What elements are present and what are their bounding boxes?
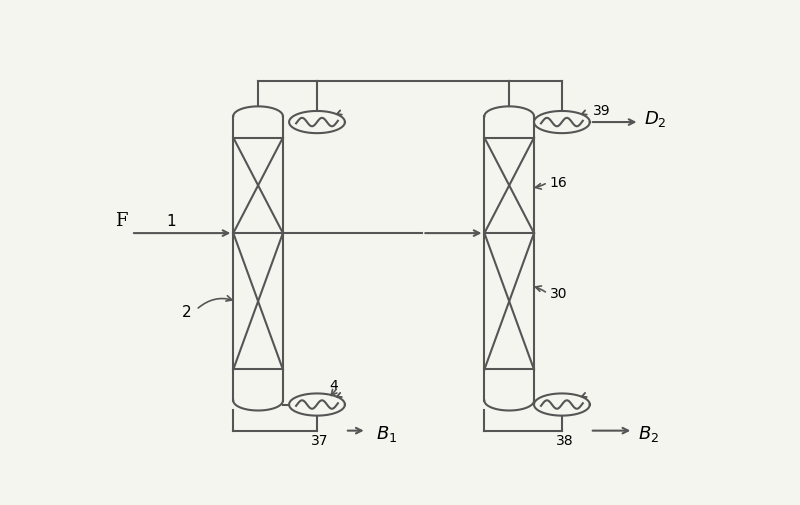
Text: 16: 16 xyxy=(550,176,567,190)
Text: F: F xyxy=(115,212,128,230)
Text: 39: 39 xyxy=(593,104,610,118)
Text: $B_2$: $B_2$ xyxy=(638,423,659,443)
Text: 4: 4 xyxy=(330,378,338,392)
Text: 1: 1 xyxy=(166,214,176,229)
Text: $B_1$: $B_1$ xyxy=(376,423,397,443)
Text: 2: 2 xyxy=(182,304,192,319)
Text: 38: 38 xyxy=(556,433,574,447)
Text: 30: 30 xyxy=(550,287,567,301)
Text: $D_2$: $D_2$ xyxy=(644,109,667,129)
Text: 37: 37 xyxy=(311,433,329,447)
